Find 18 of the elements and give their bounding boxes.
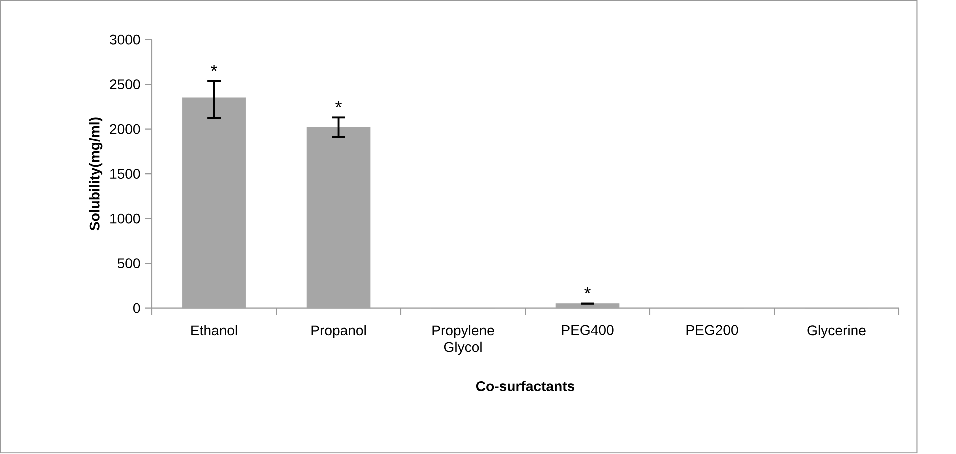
annotation: *: [584, 288, 591, 294]
annotation: *: [336, 101, 342, 108]
x-tick-label: Propylene Glycol: [432, 325, 494, 356]
x-tick-label: Ethanol: [192, 325, 238, 336]
x-axis-title: Co-surfactants: [476, 381, 575, 392]
y-tick-label: 0: [134, 304, 140, 314]
y-axis-title: Solubility(mg/ml): [89, 118, 103, 231]
y-tick-label: 2500: [110, 80, 140, 90]
x-tick-label: Propanol: [312, 325, 366, 339]
x-tick-label: PEG200: [686, 325, 738, 336]
y-tick-label: 1000: [110, 214, 140, 224]
annotation: *: [211, 65, 218, 72]
y-tick-label: 2000: [110, 124, 140, 134]
y-tick-label: 1500: [110, 169, 140, 180]
y-tick-label: 500: [118, 258, 140, 269]
y-tick-label: 3000: [110, 35, 140, 45]
x-tick-label: PEG400: [562, 325, 614, 336]
x-tick-label: Glycerine: [808, 325, 866, 339]
